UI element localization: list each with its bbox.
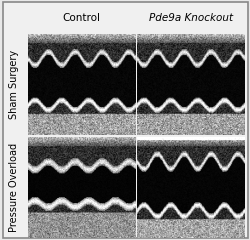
Text: Pde9a Knockout: Pde9a Knockout: [149, 13, 233, 23]
Text: Pressure Overload: Pressure Overload: [9, 143, 19, 232]
Text: Control: Control: [62, 13, 100, 23]
Text: Sham Surgery: Sham Surgery: [9, 49, 19, 119]
FancyBboxPatch shape: [2, 2, 248, 238]
